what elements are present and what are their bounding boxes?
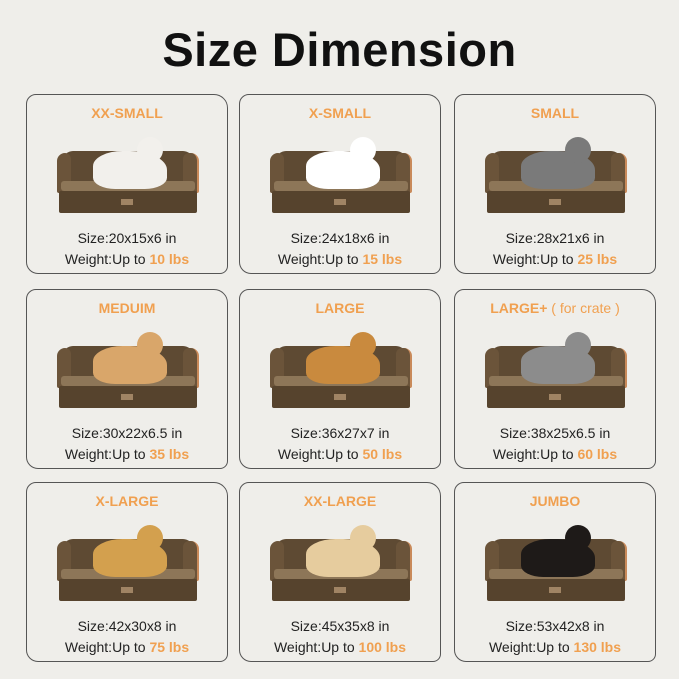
size-label: X-SMALL xyxy=(308,105,372,121)
pet-head xyxy=(350,332,376,358)
size-dimensions: Size:20x15x6 in xyxy=(77,230,177,246)
bed-image xyxy=(57,332,199,412)
size-card: JUMBO Size:53x42x8 in Weight:Up to 130 l… xyxy=(454,482,656,662)
weight-limit: Weight:Up to 75 lbs xyxy=(64,639,190,655)
size-label: MEDUIM xyxy=(98,300,156,316)
size-name: JUMBO xyxy=(455,493,655,509)
size-card: SMALL Size:28x21x6 in Weight:Up to 25 lb… xyxy=(454,94,656,274)
weight-limit: Weight:Up to 50 lbs xyxy=(277,446,403,462)
bed-tag-icon xyxy=(549,587,561,593)
size-card: XX-LARGE Size:45x35x8 in Weight:Up to 10… xyxy=(239,482,441,662)
pet-head xyxy=(565,332,591,358)
bed-image xyxy=(270,525,412,605)
size-dimensions: Size:36x27x7 in xyxy=(290,425,390,441)
size-name: XX-LARGE xyxy=(240,493,440,509)
size-name: XX-SMALL xyxy=(27,105,227,121)
bed-image xyxy=(57,525,199,605)
size-name: X-LARGE xyxy=(27,493,227,509)
weight-value: 10 lbs xyxy=(149,251,190,267)
weight-limit: Weight:Up to 25 lbs xyxy=(492,251,618,267)
size-name: LARGE+ ( for crate ) xyxy=(455,300,655,316)
pet-head xyxy=(565,525,591,551)
weight-value: 15 lbs xyxy=(362,251,403,267)
size-label: XX-LARGE xyxy=(303,493,377,509)
bed-tag-icon xyxy=(549,199,561,205)
size-label: SMALL xyxy=(530,105,580,121)
size-name: MEDUIM xyxy=(27,300,227,316)
size-card: X-LARGE Size:42x30x8 in Weight:Up to 75 … xyxy=(26,482,228,662)
size-label: JUMBO xyxy=(529,493,581,509)
weight-value: 130 lbs xyxy=(573,639,622,655)
bed-tag-icon xyxy=(121,199,133,205)
size-dimensions: Size:45x35x8 in xyxy=(290,618,390,634)
weight-limit: Weight:Up to 130 lbs xyxy=(488,639,622,655)
bed-image xyxy=(270,137,412,217)
bed-image xyxy=(485,137,627,217)
pet-head xyxy=(137,525,163,551)
bed-image xyxy=(270,332,412,412)
bed-tag-icon xyxy=(549,394,561,400)
size-dimensions: Size:42x30x8 in xyxy=(77,618,177,634)
pet-head xyxy=(565,137,591,163)
size-card: X-SMALL Size:24x18x6 in Weight:Up to 15 … xyxy=(239,94,441,274)
bed-image xyxy=(485,332,627,412)
pet-head xyxy=(350,525,376,551)
size-label: X-LARGE xyxy=(95,493,159,509)
bed-tag-icon xyxy=(334,587,346,593)
pet-head xyxy=(350,137,376,163)
size-dimensions: Size:53x42x8 in xyxy=(505,618,605,634)
weight-value: 35 lbs xyxy=(149,446,190,462)
weight-limit: Weight:Up to 60 lbs xyxy=(492,446,618,462)
weight-value: 75 lbs xyxy=(149,639,190,655)
size-card: LARGE+ ( for crate ) Size:38x25x6.5 in W… xyxy=(454,289,656,469)
size-name: SMALL xyxy=(455,105,655,121)
weight-limit: Weight:Up to 35 lbs xyxy=(64,446,190,462)
size-card: XX-SMALL Size:20x15x6 in Weight:Up to 10… xyxy=(26,94,228,274)
size-note: ( for crate ) xyxy=(551,300,620,316)
bed-image xyxy=(57,137,199,217)
bed-image xyxy=(485,525,627,605)
size-name: LARGE xyxy=(240,300,440,316)
size-card: LARGE Size:36x27x7 in Weight:Up to 50 lb… xyxy=(239,289,441,469)
size-card: MEDUIM Size:30x22x6.5 in Weight:Up to 35… xyxy=(26,289,228,469)
weight-limit: Weight:Up to 10 lbs xyxy=(64,251,190,267)
weight-limit: Weight:Up to 100 lbs xyxy=(273,639,407,655)
weight-value: 60 lbs xyxy=(577,446,618,462)
size-dimensions: Size:24x18x6 in xyxy=(290,230,390,246)
bed-tag-icon xyxy=(121,394,133,400)
bed-tag-icon xyxy=(334,199,346,205)
pet-head xyxy=(137,332,163,358)
size-label: LARGE xyxy=(315,300,365,316)
size-label: LARGE+ xyxy=(490,300,548,316)
size-dimensions: Size:30x22x6.5 in xyxy=(71,425,183,441)
pet-head xyxy=(137,137,163,163)
size-dimensions: Size:38x25x6.5 in xyxy=(499,425,611,441)
weight-value: 50 lbs xyxy=(362,446,403,462)
weight-value: 25 lbs xyxy=(577,251,618,267)
size-label: XX-SMALL xyxy=(91,105,163,121)
weight-value: 100 lbs xyxy=(358,639,407,655)
bed-tag-icon xyxy=(334,394,346,400)
size-name: X-SMALL xyxy=(240,105,440,121)
weight-limit: Weight:Up to 15 lbs xyxy=(277,251,403,267)
bed-tag-icon xyxy=(121,587,133,593)
page-title: Size Dimension xyxy=(162,23,517,76)
size-dimensions: Size:28x21x6 in xyxy=(505,230,605,246)
